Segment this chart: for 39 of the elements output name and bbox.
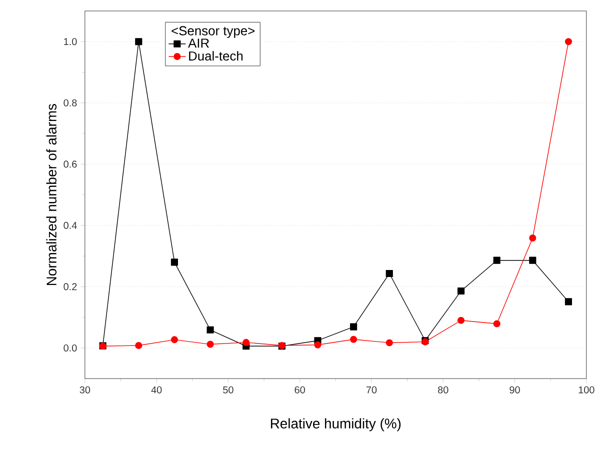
point [135, 342, 142, 350]
point [529, 234, 536, 242]
point [386, 270, 393, 278]
y-tick-label: 0.0 [64, 344, 77, 352]
x-tick-label: 100 [578, 386, 594, 394]
point [170, 336, 178, 344]
point [350, 324, 358, 331]
x-tick-label: 50 [223, 386, 234, 394]
point [457, 317, 465, 324]
point [529, 257, 536, 264]
x-axis-title: Relative humidity (%) [270, 418, 401, 432]
point [564, 38, 572, 46]
point [386, 339, 393, 347]
y-tick-label: 0.2 [64, 283, 77, 290]
x-tick-label: 60 [294, 386, 305, 394]
point [206, 340, 214, 348]
point [170, 258, 178, 266]
point [206, 326, 214, 334]
x-tick-label: 80 [438, 386, 448, 394]
y-tick-label: 0.4 [64, 222, 77, 230]
y-tick-label: 0.6 [64, 160, 77, 168]
legend-label: Dual-tech [189, 51, 243, 61]
point [135, 38, 142, 46]
x-tick-label: 70 [366, 386, 377, 394]
y-axis-title: Normalized number of alarms [46, 104, 56, 286]
point [564, 298, 572, 306]
y-tick-label: 0.8 [64, 100, 77, 107]
point [457, 288, 465, 295]
point [493, 257, 500, 264]
point [242, 339, 250, 346]
point [493, 320, 500, 328]
x-tick-label: 90 [510, 386, 520, 394]
y-tick-label: 1.0 [64, 38, 77, 46]
legend-title: <Sensor type> [172, 26, 255, 38]
point [350, 336, 358, 344]
point [314, 342, 322, 349]
legend-label: AIR [188, 38, 209, 48]
x-tick-label: 30 [80, 386, 90, 394]
x-tick-label: 40 [151, 386, 162, 394]
